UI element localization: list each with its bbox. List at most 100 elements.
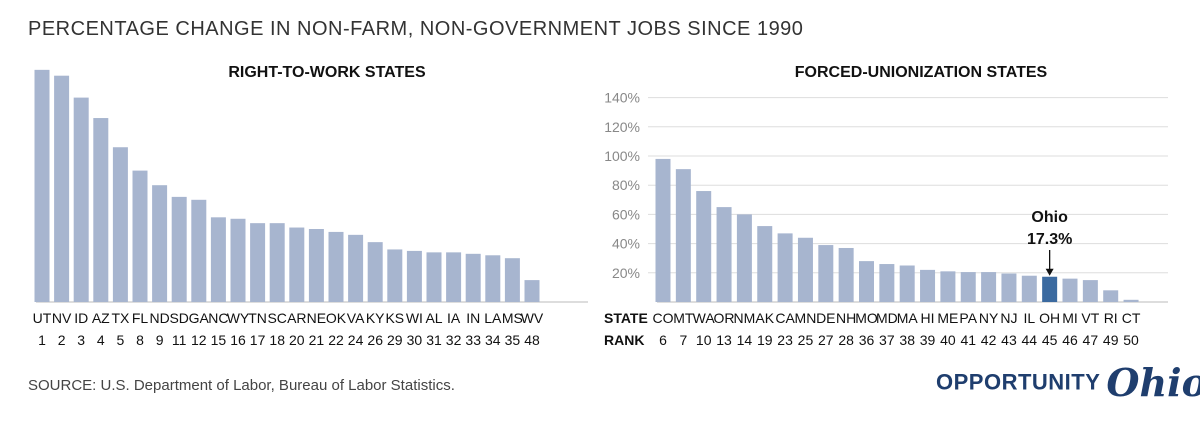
bar-in [465, 253, 481, 302]
state-label: SC [267, 310, 286, 326]
state-label: KS [385, 310, 404, 326]
left-category-labels: UT1NV2ID3AZ4TX5FL8ND9SD11GA12NC15WY16TN1… [33, 310, 544, 348]
chart-canvas: RIGHT-TO-WORK STATES FORCED-UNIONIZATION… [33, 64, 1168, 348]
rank-label: 30 [407, 332, 423, 348]
bar-wv [524, 280, 540, 302]
state-label: IN [466, 310, 480, 326]
bar-wa [696, 191, 712, 302]
state-label: NV [52, 310, 72, 326]
state-label: WI [406, 310, 423, 326]
state-label: OK [326, 310, 347, 326]
state-label: VT [1081, 310, 1099, 326]
y-tick-label: 100% [604, 148, 640, 164]
rank-label: 32 [446, 332, 462, 348]
rank-label: 13 [716, 332, 732, 348]
bar-ok [328, 231, 344, 302]
state-label: AL [425, 310, 442, 326]
state-label: OH [1039, 310, 1060, 326]
bar-ar [289, 227, 305, 302]
bar-mt [675, 169, 691, 302]
bar-ut [34, 69, 50, 302]
bar-ne [308, 229, 324, 302]
state-label: TN [248, 310, 267, 326]
bar-ri [1103, 290, 1119, 302]
bar-ca [777, 233, 793, 302]
bar-nh [838, 247, 854, 302]
state-label: FL [132, 310, 149, 326]
rank-label: 2 [58, 332, 66, 348]
state-label: UT [33, 310, 52, 326]
rank-label: 50 [1123, 332, 1139, 348]
state-row-label: STATE [604, 310, 648, 326]
bar-az [93, 118, 109, 302]
state-label: WY [227, 310, 250, 326]
rank-label: 43 [1001, 332, 1017, 348]
state-label: ND [149, 310, 169, 326]
state-label: DE [816, 310, 835, 326]
rank-label: 17 [250, 332, 266, 348]
bar-il [1021, 275, 1037, 302]
bar-la [485, 255, 501, 302]
y-tick-label: 120% [604, 119, 640, 135]
state-label: TX [111, 310, 130, 326]
rank-label: 7 [679, 332, 687, 348]
rank-label: 22 [328, 332, 344, 348]
rank-label: 44 [1022, 332, 1038, 348]
rank-label: 14 [737, 332, 753, 348]
rank-label: 45 [1042, 332, 1058, 348]
rank-label: 25 [798, 332, 814, 348]
rank-label: 9 [156, 332, 164, 348]
state-label: ME [937, 310, 958, 326]
rank-label: 1 [38, 332, 46, 348]
state-label: MD [876, 310, 898, 326]
bar-mi [1062, 278, 1078, 302]
state-label: GA [189, 310, 210, 326]
rank-label: 27 [818, 332, 834, 348]
rank-label: 18 [269, 332, 285, 348]
rank-label: 38 [899, 332, 915, 348]
bar-de [818, 245, 834, 302]
rank-label: 36 [859, 332, 875, 348]
state-label: AK [755, 310, 774, 326]
bar-ak [757, 226, 773, 302]
rank-label: 28 [838, 332, 854, 348]
bar-hi [920, 269, 936, 302]
state-label: IA [447, 310, 461, 326]
rank-label: 24 [348, 332, 364, 348]
rank-label: 48 [524, 332, 540, 348]
bar-co [655, 158, 671, 302]
logo-script: Ohio [1106, 360, 1200, 405]
bar-oh [1042, 276, 1058, 302]
rank-label: 10 [696, 332, 712, 348]
bar-md [879, 264, 895, 302]
state-label: MI [1062, 310, 1078, 326]
right-y-axis: 20% 40% 60% 80% 100% 120% 140% [604, 90, 640, 281]
bar-wi [406, 250, 422, 302]
source-note: SOURCE: U.S. Department of Labor, Bureau… [28, 377, 455, 394]
bar-or [716, 207, 732, 302]
y-tick-label: 20% [612, 265, 640, 281]
rank-label: 4 [97, 332, 105, 348]
bar-me [940, 271, 956, 302]
chart-main-title: PERCENTAGE CHANGE IN NON-FARM, NON-GOVER… [28, 18, 804, 40]
state-label: MS [502, 310, 523, 326]
annotation-arrow-head [1045, 268, 1054, 276]
bar-ny [981, 272, 997, 302]
rank-label: 8 [136, 332, 144, 348]
rank-label: 41 [960, 332, 976, 348]
bar-wy [230, 218, 246, 302]
y-tick-label: 40% [612, 236, 640, 252]
rank-label: 40 [940, 332, 956, 348]
bar-ga [191, 199, 207, 302]
opportunity-ohio-logo: OPPORTUNITY Ohio [936, 360, 1200, 405]
state-label: AZ [92, 310, 110, 326]
state-label: MN [795, 310, 817, 326]
state-label: CA [775, 310, 795, 326]
rank-label: 47 [1083, 332, 1099, 348]
state-label: NM [734, 310, 756, 326]
state-label: KY [366, 310, 385, 326]
bar-ma [899, 265, 915, 302]
state-label: LA [484, 310, 502, 326]
logo-word: OPPORTUNITY [936, 369, 1101, 395]
